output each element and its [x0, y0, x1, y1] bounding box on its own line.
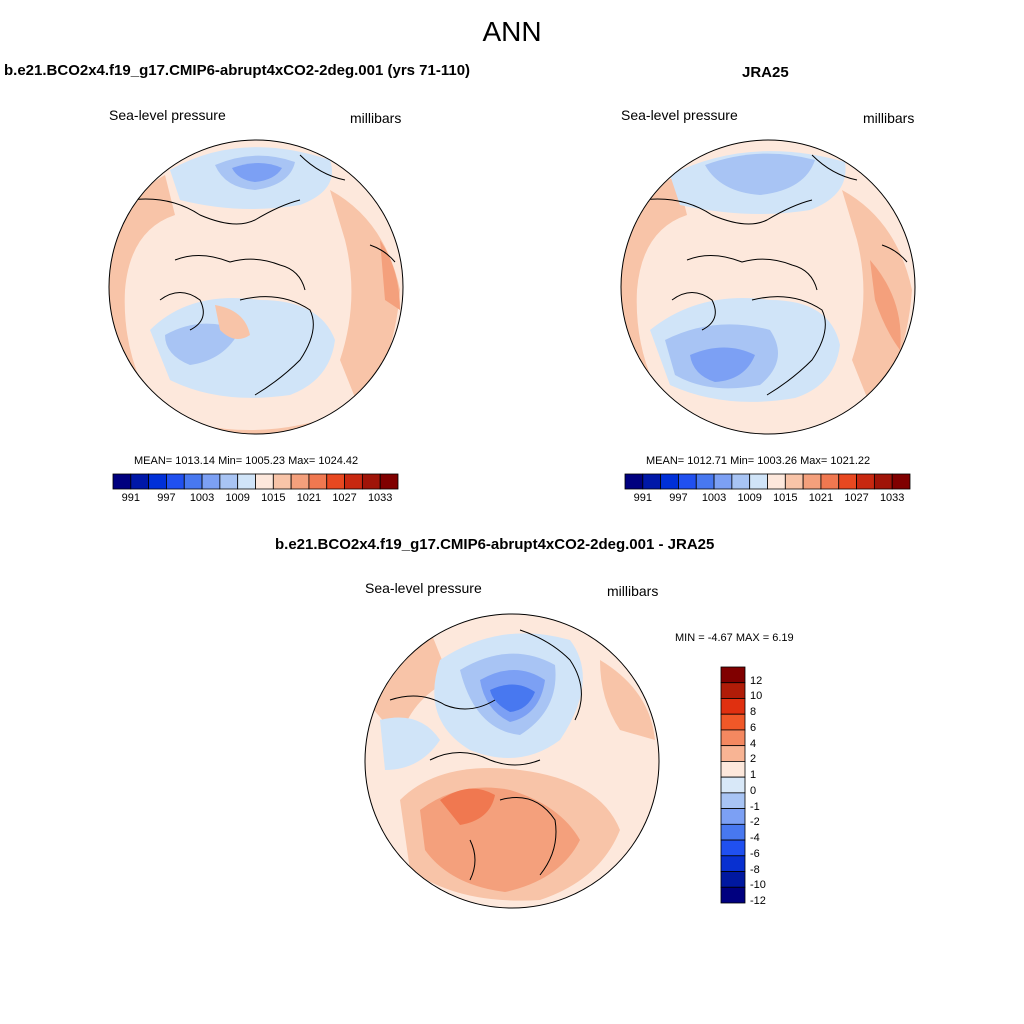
labelbar-swatch [148, 473, 167, 490]
labelbar-tick-label: 2 [750, 753, 757, 766]
labelbar-tick-label: -12 [750, 895, 766, 907]
labelbar-swatch [802, 473, 822, 490]
labelbar-tick-label: 1021 [808, 492, 834, 504]
labelbar-tick-label: -10 [750, 879, 766, 892]
panel-2-units: millibars [863, 110, 915, 126]
labelbar-swatch [720, 729, 746, 747]
labelbar-swatch [720, 886, 746, 904]
labelbar-swatch [720, 839, 746, 857]
labelbar-tick-label: 1021 [296, 492, 322, 504]
panel-3-units: millibars [607, 583, 659, 599]
labelbar-swatch [361, 473, 381, 490]
labelbar-swatch [326, 473, 345, 490]
labelbar-tick-label: -2 [750, 816, 760, 829]
labelbar-tick-label: -1 [750, 800, 760, 813]
labelbar-tick-label: 8 [750, 706, 757, 719]
labelbar-tick-label: 1015 [773, 492, 798, 504]
labelbar-swatch [290, 473, 310, 490]
labelbar-swatch [720, 698, 746, 715]
panel-3-variable: Sea-level pressure [365, 580, 482, 596]
panel-3-labelbar [720, 666, 746, 904]
labelbar-swatch [720, 808, 746, 825]
labelbar-tick-label: 1033 [367, 492, 393, 504]
main-title: ANN [482, 16, 542, 47]
labelbar-swatch [678, 473, 697, 490]
labelbar-tick-label: 10 [750, 690, 763, 703]
labelbar-swatch [784, 473, 804, 490]
panel-1-title: b.e21.BCO2x4.f19_g17.CMIP6-abrupt4xCO2-2… [4, 62, 471, 79]
labelbar-swatch [820, 473, 840, 490]
labelbar-swatch [873, 473, 893, 490]
panel-2-title: JRA25 [742, 64, 789, 81]
labelbar-swatch [379, 473, 399, 490]
labelbar-swatch [308, 473, 328, 490]
labelbar-swatch [767, 473, 786, 490]
labelbar-swatch [255, 473, 274, 490]
panel-1-stats: MEAN= 1013.14 Min= 1005.23 Max= 1024.42 [134, 455, 359, 467]
labelbar-swatch [183, 473, 203, 490]
labelbar-tick-label: 1027 [332, 492, 357, 504]
panel-1-polar-map [108, 139, 404, 435]
labelbar-swatch [720, 745, 746, 762]
panel-2-polar-map [620, 139, 916, 435]
labelbar-swatch [731, 473, 751, 490]
labelbar-swatch [720, 713, 746, 731]
labelbar-tick-label: 1009 [737, 492, 762, 504]
labelbar-swatch [642, 473, 662, 490]
labelbar-swatch [713, 473, 733, 490]
panel-1-variable: Sea-level pressure [109, 107, 226, 123]
labelbar-swatch [166, 473, 185, 490]
panel-1-units: millibars [350, 110, 402, 126]
labelbar-swatch [720, 666, 746, 684]
labelbar-swatch [720, 792, 746, 809]
labelbar-tick-label: -6 [750, 847, 760, 860]
labelbar-tick-label: 1 [750, 769, 757, 782]
labelbar-swatch [130, 473, 150, 490]
labelbar-tick-label: 0 [750, 784, 757, 797]
labelbar-swatch [720, 761, 746, 778]
labelbar-tick-label: -4 [750, 832, 760, 845]
labelbar-swatch [695, 473, 715, 490]
labelbar-swatch [344, 473, 363, 490]
labelbar-tick-label: 12 [750, 674, 763, 687]
labelbar-tick-label: 4 [750, 737, 757, 750]
labelbar-swatch [112, 473, 132, 490]
labelbar-tick-label: 991 [121, 492, 140, 504]
panel-2-labelbar [624, 473, 911, 490]
labelbar-tick-label: 997 [157, 492, 176, 504]
labelbar-tick-label: 1027 [844, 492, 869, 504]
labelbar-tick-label: 1003 [701, 492, 727, 504]
labelbar-tick-label: 1033 [879, 492, 905, 504]
labelbar-swatch [720, 855, 746, 872]
labelbar-swatch [720, 776, 746, 794]
labelbar-swatch [749, 473, 768, 490]
labelbar-swatch [272, 473, 292, 490]
labelbar-tick-label: 6 [750, 721, 757, 734]
panel-3-stats: MIN = -4.67 MAX = 6.19 [675, 632, 794, 644]
labelbar-tick-label: 997 [669, 492, 688, 504]
labelbar-swatch [660, 473, 679, 490]
labelbar-swatch [891, 473, 911, 490]
labelbar-swatch [237, 473, 256, 490]
labelbar-swatch [720, 823, 746, 841]
labelbar-swatch [624, 473, 644, 490]
labelbar-swatch [720, 871, 746, 888]
labelbar-tick-label: -8 [750, 863, 760, 876]
labelbar-swatch [838, 473, 857, 490]
labelbar-swatch [720, 682, 746, 699]
labelbar-tick-label: 1015 [261, 492, 286, 504]
labelbar-swatch [219, 473, 239, 490]
panel-2-stats: MEAN= 1012.71 Min= 1003.26 Max= 1021.22 [646, 455, 871, 467]
labelbar-tick-label: 991 [633, 492, 652, 504]
labelbar-swatch [201, 473, 221, 490]
panel-2-variable: Sea-level pressure [621, 107, 738, 123]
panel-3-title: b.e21.BCO2x4.f19_g17.CMIP6-abrupt4xCO2-2… [275, 536, 715, 553]
panel-3-polar-map [364, 613, 660, 909]
panel-1-labelbar [112, 473, 399, 490]
labelbar-tick-label: 1009 [225, 492, 250, 504]
labelbar-tick-label: 1003 [189, 492, 215, 504]
labelbar-swatch [856, 473, 875, 490]
